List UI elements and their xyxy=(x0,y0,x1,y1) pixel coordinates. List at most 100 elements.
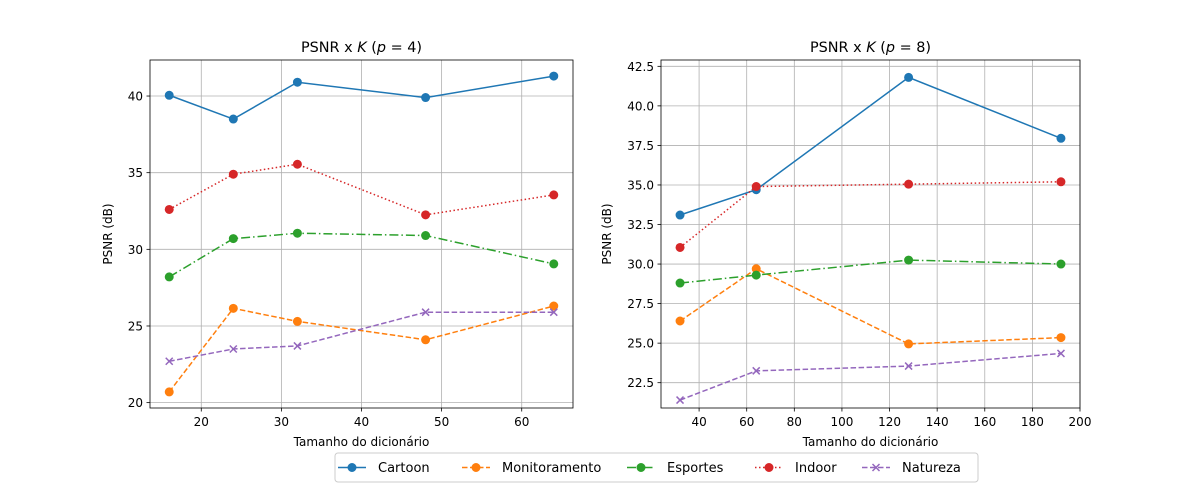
y-tick-label: 25.0 xyxy=(627,337,654,351)
data-point-cartoon xyxy=(164,90,174,100)
series-line-indoor xyxy=(168,163,554,216)
y-tick-label: 22.5 xyxy=(627,376,654,390)
data-point-natureza xyxy=(293,341,302,350)
x-tick-label: 50 xyxy=(434,415,449,429)
legend-label: Indoor xyxy=(795,461,837,476)
y-tick-label: 30.0 xyxy=(627,258,654,272)
legend-marker xyxy=(636,463,646,472)
legend-item-esportes: Esportes xyxy=(627,461,724,476)
data-point-esportes xyxy=(675,278,685,288)
x-tick-label: 20 xyxy=(194,415,209,429)
y-tick-label: 25 xyxy=(128,319,143,333)
y-tick-label: 27.5 xyxy=(627,297,654,311)
data-point-monitoramento xyxy=(904,339,914,349)
data-point-natureza xyxy=(904,362,913,371)
y-tick-label: 35 xyxy=(128,166,143,180)
y-tick-label: 40.0 xyxy=(627,99,654,113)
y-tick-label: 40 xyxy=(128,90,143,104)
data-point-monitoramento xyxy=(228,303,238,313)
data-point-indoor xyxy=(292,159,302,169)
legend-marker xyxy=(347,463,357,472)
series-indoor xyxy=(164,159,559,220)
y-tick-label: 42.5 xyxy=(627,60,654,74)
x-tick-label: 60 xyxy=(739,415,754,429)
data-point-indoor xyxy=(421,210,431,220)
series-cartoon xyxy=(164,71,559,124)
x-axis-label: Tamanho do dicionário xyxy=(802,435,939,449)
data-point-natureza xyxy=(1056,349,1065,358)
data-point-esportes xyxy=(904,255,914,265)
series-indoor xyxy=(675,177,1066,252)
legend-item-natureza: Natureza xyxy=(862,461,961,476)
y-tick-label: 30 xyxy=(128,243,143,257)
data-point-cartoon xyxy=(549,71,559,81)
data-point-monitoramento xyxy=(292,316,302,326)
data-point-cartoon xyxy=(421,93,431,103)
legend-marker xyxy=(871,463,881,472)
x-tick-label: 30 xyxy=(274,415,289,429)
data-point-indoor xyxy=(751,182,761,192)
data-point-natureza xyxy=(229,344,238,354)
data-point-monitoramento xyxy=(675,316,685,326)
chart-title: PSNR x K (p = 4) xyxy=(301,40,422,56)
legend-item-cartoon: Cartoon xyxy=(338,461,430,476)
y-axis-label: PSNR (dB) xyxy=(600,203,614,264)
data-point-monitoramento xyxy=(1056,333,1066,343)
data-point-cartoon xyxy=(292,77,302,87)
data-point-natureza xyxy=(549,308,558,317)
legend-marker xyxy=(764,463,774,472)
x-tick-label: 100 xyxy=(830,415,853,429)
x-tick-label: 180 xyxy=(1021,415,1044,429)
legend-label: Natureza xyxy=(902,461,961,476)
y-tick-label: 37.5 xyxy=(627,139,654,153)
series-natureza xyxy=(165,308,558,366)
legend-label: Esportes xyxy=(667,461,724,476)
series-monitoramento xyxy=(675,264,1066,349)
data-point-esportes xyxy=(549,259,559,269)
legend-label: Cartoon xyxy=(378,461,430,476)
x-tick-label: 200 xyxy=(1069,415,1092,429)
y-tick-label: 32.5 xyxy=(627,218,654,232)
data-point-cartoon xyxy=(1056,133,1066,143)
data-point-indoor xyxy=(1056,177,1066,187)
data-point-esportes xyxy=(164,272,174,282)
data-point-esportes xyxy=(228,234,238,244)
legend-item-indoor: Indoor xyxy=(755,461,837,476)
data-point-indoor xyxy=(904,179,914,189)
x-tick-label: 40 xyxy=(354,415,369,429)
data-point-cartoon xyxy=(904,72,914,82)
data-point-esportes xyxy=(751,270,761,280)
data-point-cartoon xyxy=(675,210,685,220)
legend-item-monitoramento: Monitoramento xyxy=(462,461,601,476)
x-axis-label: Tamanho do dicionário xyxy=(293,435,430,449)
data-point-monitoramento xyxy=(549,301,559,311)
series-esportes xyxy=(675,255,1066,288)
data-point-cartoon xyxy=(228,114,238,124)
data-point-natureza xyxy=(676,396,685,405)
legend-box xyxy=(334,452,979,483)
data-point-natureza xyxy=(165,357,174,366)
x-tick-label: 120 xyxy=(878,415,901,429)
chart-panel-2: 40 60 80 100 120 140 160 180 200 22.5 25.0 27.5 30.0… xyxy=(600,40,1091,449)
legend: Cartoon Monitoramento Esportes Indoor Nature… xyxy=(334,452,979,483)
series-line-esportes xyxy=(679,259,1061,284)
series-line-indoor xyxy=(679,181,1061,249)
series-cartoon xyxy=(675,72,1066,220)
series-line-natureza xyxy=(679,352,1062,401)
x-tick-label: 80 xyxy=(787,415,802,429)
x-tick-label: 140 xyxy=(926,415,949,429)
y-tick-label: 20 xyxy=(128,396,143,410)
data-point-indoor xyxy=(675,242,685,252)
series-esportes xyxy=(164,228,559,282)
chart-title: PSNR x K (p = 8) xyxy=(810,40,931,56)
legend-marker xyxy=(471,463,481,472)
data-point-natureza xyxy=(752,366,761,375)
data-point-esportes xyxy=(292,228,302,238)
series-monitoramento xyxy=(164,301,559,397)
series-line-cartoon xyxy=(679,76,1062,216)
data-point-indoor xyxy=(228,169,238,179)
y-axis-label: PSNR (dB) xyxy=(101,203,115,264)
series-line-monitoramento xyxy=(679,267,1061,345)
plot-frame xyxy=(149,59,574,409)
